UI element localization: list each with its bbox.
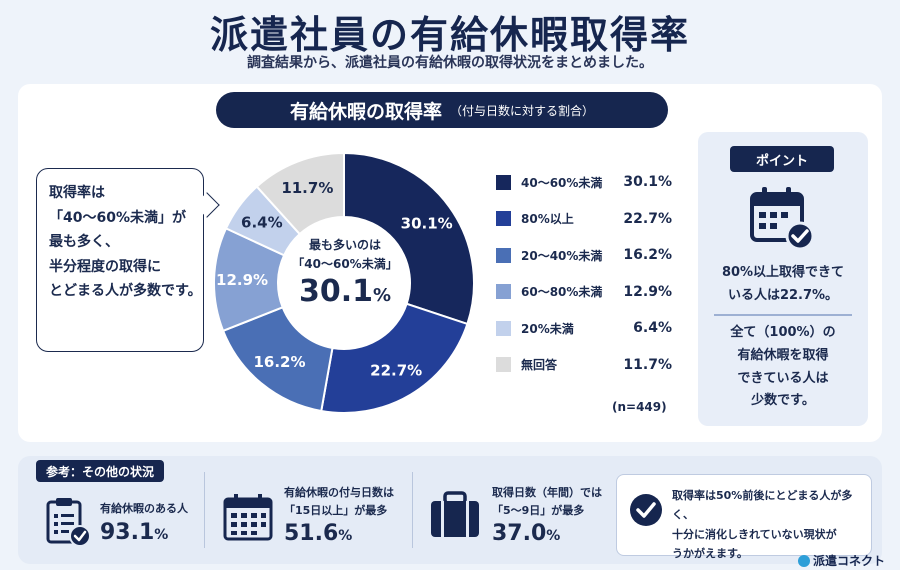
legend-item: 40〜60%未満 30.1%	[496, 164, 672, 201]
bubble-line: 最も多く、	[49, 234, 119, 250]
legend-swatch	[496, 211, 511, 227]
slice-label: 22.7%	[370, 362, 422, 380]
point-text1: 80%以上取得できて いる人は22.7%。	[706, 262, 860, 308]
ref-label: 「5〜9日」が最多	[492, 503, 585, 517]
bubble-line: 取得率は	[49, 185, 105, 201]
point-line: 少数です。	[751, 393, 815, 409]
conclusion-line: うかがえます。	[672, 546, 748, 560]
legend-label: 60〜80%未満	[521, 285, 603, 300]
point-text2: 全て（100%）の 有給休暇を取得 できている人は 少数です。	[706, 322, 860, 413]
center-value: 30.1%	[298, 274, 392, 309]
check-circle-icon	[630, 494, 662, 526]
page-subtitle: 調査結果から、派遣社員の有給休暇の取得状況をまとめました。	[247, 55, 653, 71]
point-line: いる人は22.7%。	[727, 287, 839, 303]
slice-label: 6.4%	[241, 214, 283, 232]
ref-item-granted-days: 有給休暇の付与日数は 「15日以上」が最多 51.6%	[284, 484, 394, 546]
calendar-check-icon	[750, 187, 815, 251]
center-line1: 最も多いのは	[308, 238, 381, 252]
legend-item: 無回答 11.7%	[496, 347, 672, 384]
chart-title: 有給休暇の取得率 （付与日数に対する割合）	[216, 92, 668, 128]
brand-mark-icon	[798, 554, 810, 567]
legend-label: 無回答	[521, 358, 558, 373]
ref-label: 有給休暇の付与日数は	[284, 486, 394, 499]
speech-bubble: 取得率は 「40〜60%未満」が 最も多く、 半分程度の取得に とどまる人が多数…	[36, 168, 204, 352]
chart-title-main: 有給休暇の取得率	[289, 100, 442, 123]
legend-value: 30.1%	[623, 174, 672, 191]
ref-separator	[204, 472, 205, 548]
slice-label: 16.2%	[253, 353, 305, 371]
legend-label: 40〜60%未満	[521, 175, 603, 190]
legend-item: 80%以上 22.7%	[496, 201, 672, 238]
legend-item: 20〜40%未満 16.2%	[496, 237, 672, 274]
donut-slice	[343, 151, 474, 326]
chart-legend: 40〜60%未満 30.1% 80%以上 22.7% 20〜40%未満 16.2% 60〜8…	[496, 164, 672, 383]
conclusion-line: 取得率は50%前後にとどまる人が多く、	[672, 489, 853, 522]
donut-slice	[320, 302, 469, 414]
legend-value: 6.4%	[633, 320, 672, 337]
ref-label: 「15日以上」が最多	[284, 503, 388, 517]
ref-item-days-taken: 取得日数（年間）では 「5〜9日」が最多 37.0%	[492, 484, 602, 546]
donut-center: 最も多いのは 「40〜60%未満」 30.1%	[285, 236, 405, 309]
slice-label: 11.7%	[281, 179, 333, 197]
point-line: 有給休暇を取得	[737, 347, 829, 363]
legend-label: 20%未満	[521, 321, 574, 336]
donut-slice	[255, 151, 345, 236]
calendar-grid-icon	[223, 494, 273, 541]
point-line: 80%以上取得できて	[721, 265, 845, 280]
legend-swatch	[496, 357, 511, 373]
legend-swatch	[496, 284, 511, 300]
bubble-line: とどまる人が多数です。	[49, 283, 202, 299]
point-divider	[714, 314, 852, 316]
brand-logo: 派遣コネクト	[798, 552, 885, 569]
legend-swatch	[496, 320, 511, 336]
donut-chart: 30.1% 22.7% 16.2% 12.9% 6.4% 11.7%	[214, 151, 474, 414]
ref-label: 取得日数（年間）では	[492, 486, 602, 499]
legend-value: 12.9%	[623, 283, 672, 300]
ref-value: 93.1%	[100, 519, 169, 545]
slice-label: 12.9%	[216, 271, 268, 289]
clipboard-check-icon	[46, 498, 91, 547]
ref-separator	[412, 472, 413, 548]
chart-title-sub: （付与日数に対する割合）	[450, 103, 595, 118]
center-line2: 「40〜60%未満」	[292, 257, 398, 271]
legend-value: 22.7%	[623, 210, 672, 227]
sample-size-note: (n=449)	[612, 400, 667, 414]
legend-item: 20%未満 6.4%	[496, 310, 672, 347]
bubble-line: 「40〜60%未満」が	[49, 209, 186, 226]
ref-value: 37.0%	[492, 521, 561, 547]
point-badge: ポイント	[730, 146, 834, 172]
legend-item: 60〜80%未満 12.9%	[496, 274, 672, 311]
legend-value: 16.2%	[623, 247, 672, 264]
legend-label: 20〜40%未満	[521, 248, 603, 263]
legend-swatch	[496, 247, 511, 263]
ref-value: 51.6%	[284, 521, 353, 547]
point-line: できている人は	[737, 370, 829, 386]
legend-value: 11.7%	[623, 356, 672, 373]
ref-item-paid-leave: 有給休暇のある人 93.1%	[100, 500, 188, 545]
briefcase-icon	[431, 491, 479, 537]
conclusion-text: 取得率は50%前後にとどまる人が多く、 十分に消化しきれていない現状が うかがえ…	[672, 486, 868, 563]
legend-swatch	[496, 174, 511, 190]
conclusion-line: 十分に消化しきれていない現状が	[672, 527, 837, 541]
brand-name: 派遣コネクト	[813, 554, 886, 568]
slice-label: 30.1%	[401, 214, 453, 232]
legend-label: 80%以上	[521, 212, 574, 227]
reference-badge: 参考：その他の状況	[36, 460, 165, 482]
page-title: 派遣社員の有給休暇取得率	[209, 13, 690, 57]
ref-label: 有給休暇のある人	[100, 502, 188, 515]
point-panel	[698, 132, 868, 426]
point-line: 全て（100%）の	[730, 325, 836, 340]
bubble-line: 半分程度の取得に	[49, 258, 161, 275]
